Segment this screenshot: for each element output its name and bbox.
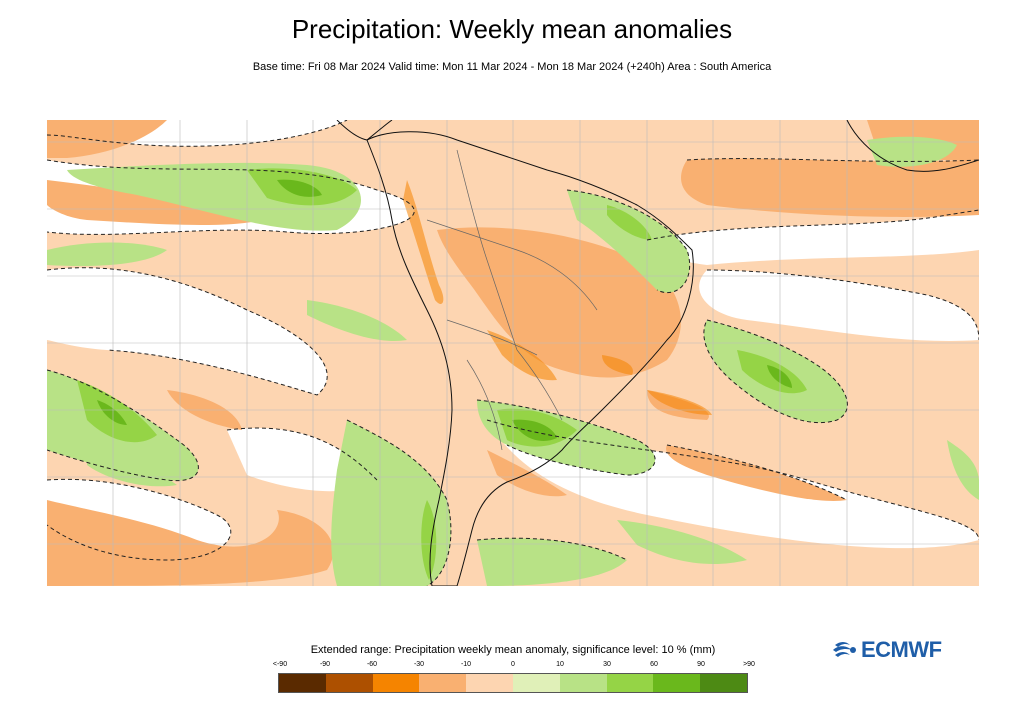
legend-swatch (419, 674, 467, 692)
logo-text: ECMWF (861, 637, 942, 662)
legend-tick: <-90 (272, 661, 288, 668)
legend-tick: -10 (460, 661, 472, 668)
country-borders (426, 149, 598, 451)
legend-tick: 30 (603, 661, 611, 668)
graticule (47, 120, 979, 586)
legend-tick: 0 (511, 661, 515, 668)
strong-positive-areas (97, 179, 792, 441)
legend-tick: -30 (413, 661, 425, 668)
legend-swatch (512, 674, 560, 692)
legend-swatch (466, 674, 513, 692)
legend-swatch (325, 674, 373, 692)
central-america-coastline (336, 120, 393, 141)
legend-tick: -90 (319, 661, 331, 668)
legend-tick: >90 (743, 661, 755, 668)
legend-swatch (700, 674, 747, 692)
significance-contours (47, 120, 979, 586)
map-canvas (47, 120, 979, 586)
legend-colorbar (278, 673, 748, 693)
africa-coastline (846, 120, 979, 172)
legend-title: Extended range: Precipitation weekly mea… (310, 644, 716, 656)
ecmwf-logo-icon (833, 642, 856, 657)
map-title: Precipitation: Weekly mean anomalies (291, 14, 733, 44)
strong-negative-areas (403, 180, 712, 415)
legend-swatch (279, 674, 326, 692)
legend-tick: 60 (650, 661, 658, 668)
legend-swatch (653, 674, 701, 692)
legend-swatch (606, 674, 654, 692)
south-america-coastline (366, 131, 694, 586)
ecmwf-logo: ECMWF (832, 637, 942, 663)
legend-swatch (372, 674, 420, 692)
legend-tick: 10 (556, 661, 564, 668)
legend-tick: -60 (366, 661, 378, 668)
legend-tick: 90 (697, 661, 705, 668)
legend-swatch (559, 674, 607, 692)
map-subtitle: Base time: Fri 08 Mar 2024 Valid time: M… (252, 61, 772, 73)
anomaly-map (47, 120, 979, 586)
